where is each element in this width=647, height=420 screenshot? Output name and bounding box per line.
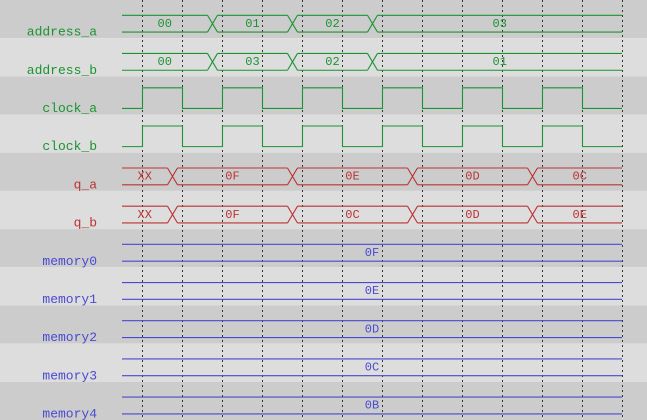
svg-text:address_a: address_a: [27, 25, 97, 40]
svg-text:XX: XX: [138, 170, 152, 184]
svg-text:02: 02: [325, 55, 339, 69]
svg-text:clock_a: clock_a: [42, 101, 97, 116]
svg-text:01: 01: [245, 17, 259, 31]
svg-text:02: 02: [325, 17, 339, 31]
svg-text:0F: 0F: [365, 246, 379, 260]
svg-text:clock_b: clock_b: [42, 139, 97, 154]
svg-text:0E: 0E: [345, 170, 359, 184]
svg-text:XX: XX: [138, 208, 152, 222]
svg-text:03: 03: [493, 17, 507, 31]
svg-text:memory4: memory4: [42, 407, 97, 420]
svg-text:0B: 0B: [365, 399, 379, 413]
svg-text:0E: 0E: [365, 284, 379, 298]
svg-text:03: 03: [245, 55, 259, 69]
svg-text:q_b: q_b: [74, 216, 97, 231]
svg-text:memory1: memory1: [42, 292, 97, 307]
svg-text:q_a: q_a: [74, 177, 98, 192]
svg-text:0E: 0E: [573, 208, 587, 222]
svg-text:0D: 0D: [465, 170, 479, 184]
svg-text:01: 01: [493, 55, 507, 69]
svg-text:0F: 0F: [225, 208, 239, 222]
svg-text:0D: 0D: [365, 322, 379, 336]
svg-text:0C: 0C: [365, 360, 379, 374]
svg-text:memory0: memory0: [42, 254, 97, 269]
svg-text:0F: 0F: [225, 170, 239, 184]
svg-text:0D: 0D: [465, 208, 479, 222]
svg-text:memory3: memory3: [42, 368, 97, 383]
svg-text:00: 00: [158, 55, 172, 69]
svg-text:00: 00: [158, 17, 172, 31]
svg-text:address_b: address_b: [27, 63, 97, 78]
svg-text:memory2: memory2: [42, 330, 97, 345]
svg-text:0C: 0C: [345, 208, 359, 222]
svg-text:0C: 0C: [573, 170, 587, 184]
